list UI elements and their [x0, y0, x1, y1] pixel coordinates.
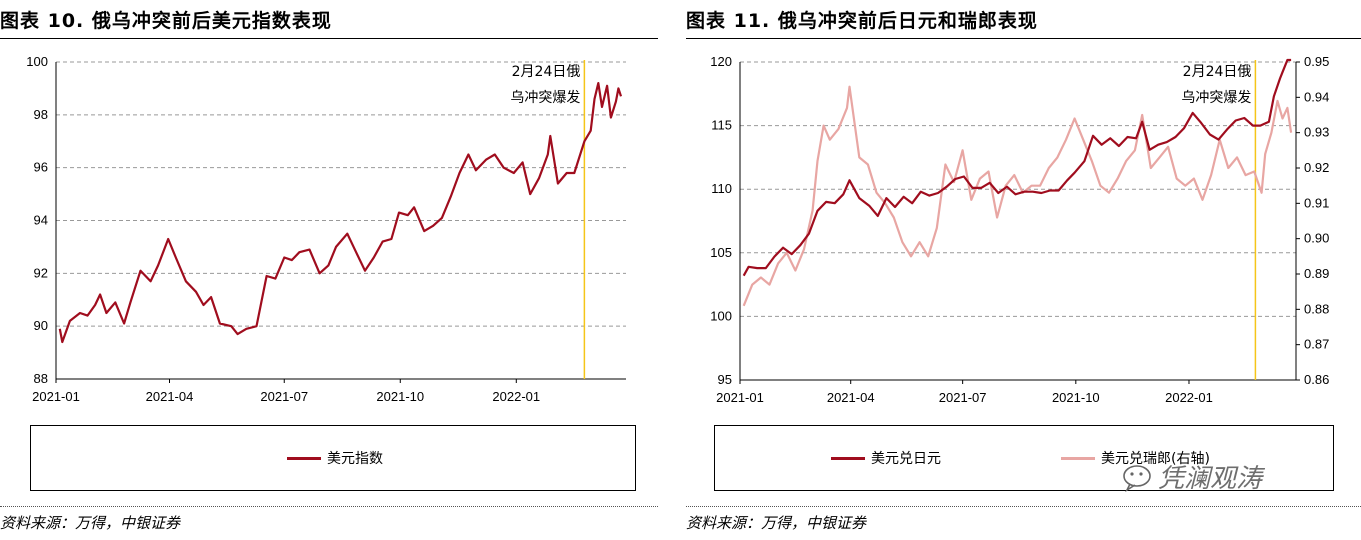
- x-tick-label: 2022-01: [492, 389, 540, 404]
- right-source-rule: [686, 506, 1361, 507]
- y-tick-label: 88: [34, 371, 48, 386]
- x-tick-label: 2021-01: [716, 390, 764, 405]
- y-tick-label-right: 0.86: [1304, 372, 1329, 387]
- event-annotation-line1: 2月24日俄: [1183, 64, 1252, 80]
- y-tick-label: 96: [34, 160, 48, 175]
- y-tick-label: 110: [711, 181, 732, 196]
- watermark-text: 凭澜观涛: [1158, 464, 1263, 494]
- y-tick-label-right: 0.93: [1304, 125, 1329, 140]
- y-tick-label: 92: [34, 265, 48, 280]
- right-line-chart: 95 100 105 110 115 120 0.86 0.87 0.88 0.89 0.90 0.9…: [710, 54, 1329, 405]
- y-tick-label-right: 0.89: [1304, 266, 1329, 281]
- y-tick-label: 100: [26, 54, 48, 69]
- right-chart-title: 图表 11. 俄乌冲突前后日元和瑞郎表现: [686, 10, 1038, 32]
- y-tick-label: 94: [34, 213, 48, 228]
- y-tick-label-right: 0.95: [1304, 54, 1329, 69]
- left-source-note: 资料来源：万得，中银证券: [0, 514, 181, 532]
- x-tick-label: 2021-07: [939, 390, 987, 405]
- left-source-rule: [0, 506, 658, 507]
- y-tick-label: 98: [34, 107, 48, 122]
- legend-item-usdchf: 美元兑瑞郎(右轴): [1061, 448, 1210, 468]
- right-legend: 美元兑日元 美元兑瑞郎(右轴): [714, 425, 1334, 491]
- left-legend: 美元指数: [30, 425, 636, 491]
- legend-label-dxy: 美元指数: [327, 451, 383, 467]
- legend-item-usdjpy: 美元兑日元: [831, 448, 941, 468]
- y-tick-label: 120: [710, 54, 732, 69]
- y-tick-label-right: 0.94: [1304, 89, 1329, 104]
- y-tick-label: 90: [34, 318, 48, 333]
- x-tick-label: 2022-01: [1165, 390, 1213, 405]
- right-source-note: 资料来源：万得，中银证券: [686, 514, 867, 532]
- event-annotation-line1: 2月24日俄: [512, 64, 581, 80]
- x-tick-label: 2021-01: [32, 389, 80, 404]
- series-line-dxy: [58, 81, 623, 344]
- series-line-usdchf: [742, 85, 1293, 307]
- y-tick-label: 105: [710, 245, 732, 260]
- x-tick-label: 2021-07: [260, 389, 308, 404]
- x-tick-label: 2021-04: [146, 389, 194, 404]
- event-annotation-line2: 乌冲突爆发: [1181, 90, 1251, 106]
- legend-swatch-usdchf: [1061, 456, 1095, 460]
- event-annotation-line2: 乌冲突爆发: [510, 90, 580, 106]
- legend-swatch-dxy: [287, 456, 321, 460]
- y-tick-label-right: 0.88: [1304, 301, 1329, 316]
- x-tick-label: 2021-10: [376, 389, 424, 404]
- left-chart-title: 图表 10. 俄乌冲突前后美元指数表现: [0, 10, 332, 32]
- right-title-rule: [686, 38, 1361, 39]
- y-tick-label-right: 0.91: [1304, 195, 1329, 210]
- y-tick-label-right: 0.87: [1304, 337, 1329, 352]
- left-chart-panel: 图表 10. 俄乌冲突前后美元指数表现 88 90 92 94 96 98 100 2021-…: [0, 0, 658, 540]
- legend-item-dxy: 美元指数: [287, 448, 383, 468]
- left-line-chart: 88 90 92 94 96 98 100 2021-01 2021-04 2021-07 2021…: [26, 54, 626, 404]
- y-tick-label-right: 0.90: [1304, 231, 1329, 246]
- legend-swatch-usdjpy: [831, 456, 865, 460]
- y-tick-label: 115: [711, 118, 732, 133]
- left-title-rule: [0, 38, 658, 39]
- x-tick-label: 2021-10: [1052, 390, 1100, 405]
- legend-label-usdchf: 美元兑瑞郎(右轴): [1101, 451, 1210, 467]
- y-tick-label: 95: [718, 372, 732, 387]
- wechat-icon: [1123, 465, 1151, 492]
- series-line-usdjpy: [742, 58, 1292, 277]
- y-tick-label: 100: [710, 308, 732, 323]
- right-chart-panel: 图表 11. 俄乌冲突前后日元和瑞郎表现 95 100 105 110 115 120 0.…: [686, 0, 1361, 540]
- y-tick-label-right: 0.92: [1304, 160, 1329, 175]
- x-tick-label: 2021-04: [827, 390, 875, 405]
- legend-label-usdjpy: 美元兑日元: [871, 451, 941, 467]
